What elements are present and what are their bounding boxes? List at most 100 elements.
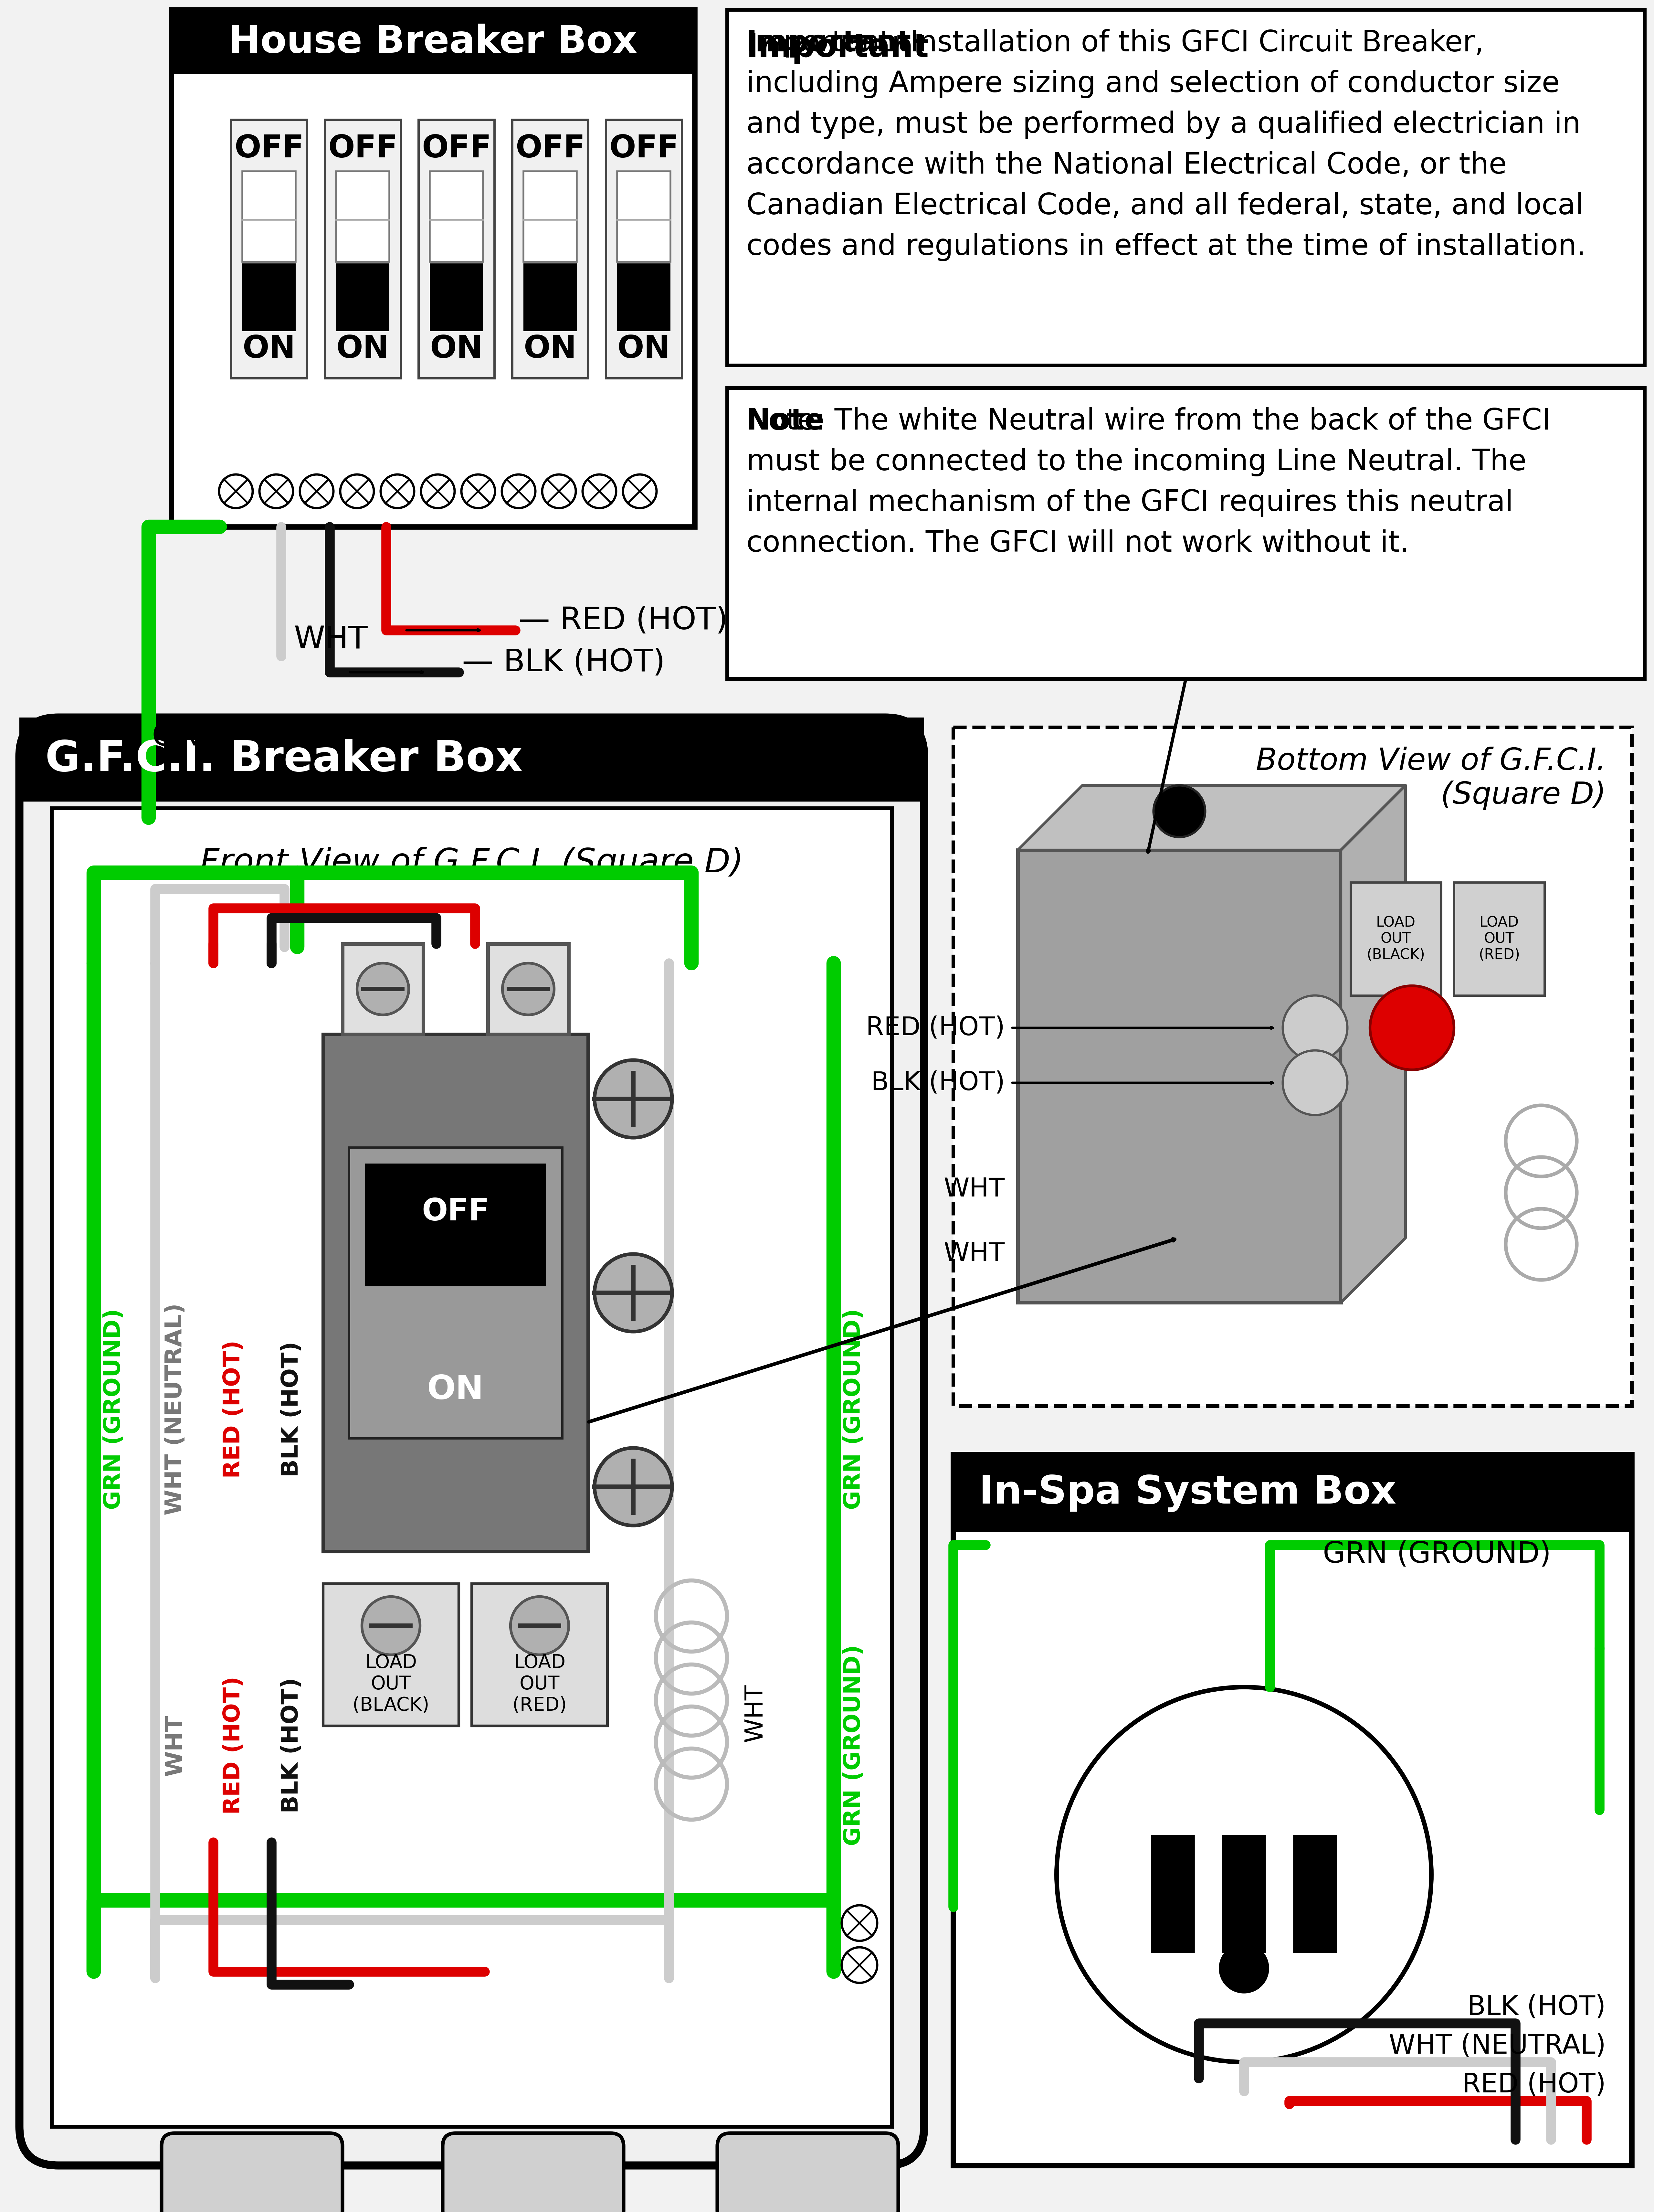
Text: OFF: OFF bbox=[422, 1197, 490, 1228]
Circle shape bbox=[503, 962, 554, 1015]
Circle shape bbox=[299, 473, 334, 509]
Text: RED (HOT): RED (HOT) bbox=[867, 1015, 1006, 1040]
Circle shape bbox=[357, 962, 409, 1015]
FancyBboxPatch shape bbox=[243, 170, 296, 261]
Text: WHT: WHT bbox=[294, 626, 367, 655]
Text: LOAD
OUT
(BLACK): LOAD OUT (BLACK) bbox=[1366, 916, 1426, 962]
FancyBboxPatch shape bbox=[471, 1584, 607, 1725]
FancyBboxPatch shape bbox=[20, 717, 925, 2166]
Text: In-Spa System Box: In-Spa System Box bbox=[979, 1473, 1396, 1513]
Text: OFF: OFF bbox=[516, 133, 586, 164]
FancyBboxPatch shape bbox=[617, 263, 670, 332]
Text: — BLK (HOT): — BLK (HOT) bbox=[461, 648, 665, 677]
Circle shape bbox=[594, 1449, 672, 1526]
FancyBboxPatch shape bbox=[523, 170, 577, 261]
FancyBboxPatch shape bbox=[336, 263, 389, 332]
FancyBboxPatch shape bbox=[617, 170, 670, 261]
FancyBboxPatch shape bbox=[162, 2132, 342, 2212]
Text: ON: ON bbox=[243, 334, 296, 365]
FancyBboxPatch shape bbox=[324, 119, 400, 378]
Text: ON: ON bbox=[427, 1374, 485, 1407]
Text: Note: Note bbox=[746, 407, 825, 436]
FancyBboxPatch shape bbox=[1222, 1836, 1265, 1953]
Text: LOAD
OUT
(RED): LOAD OUT (RED) bbox=[513, 1652, 567, 1714]
FancyBboxPatch shape bbox=[605, 119, 681, 378]
Text: GRN (GROUND): GRN (GROUND) bbox=[842, 1310, 865, 1511]
FancyBboxPatch shape bbox=[728, 9, 1644, 365]
Text: ON: ON bbox=[524, 334, 577, 365]
Text: LOAD
OUT
(BLACK): LOAD OUT (BLACK) bbox=[352, 1652, 430, 1714]
Circle shape bbox=[543, 473, 576, 509]
FancyBboxPatch shape bbox=[1151, 1836, 1194, 1953]
FancyBboxPatch shape bbox=[513, 119, 589, 378]
FancyBboxPatch shape bbox=[349, 1148, 562, 1438]
Text: GRN (GROUND): GRN (GROUND) bbox=[842, 1646, 865, 1845]
Text: Note: The white Neutral wire from the back of the GFCI
must be connected to the : Note: The white Neutral wire from the ba… bbox=[746, 407, 1550, 557]
Text: OFF: OFF bbox=[235, 133, 304, 164]
Circle shape bbox=[1153, 785, 1206, 836]
Polygon shape bbox=[1341, 785, 1406, 1303]
Text: Front View of G.F.C.I. (Square D): Front View of G.F.C.I. (Square D) bbox=[200, 847, 743, 878]
Circle shape bbox=[260, 473, 293, 509]
FancyBboxPatch shape bbox=[953, 1455, 1632, 2166]
FancyBboxPatch shape bbox=[243, 263, 296, 332]
Circle shape bbox=[362, 1597, 420, 1655]
Circle shape bbox=[594, 1060, 672, 1137]
Polygon shape bbox=[1017, 785, 1406, 849]
Text: House Breaker Box: House Breaker Box bbox=[228, 24, 637, 60]
Text: GRN: GRN bbox=[152, 721, 222, 752]
Text: RED (HOT): RED (HOT) bbox=[1462, 2073, 1606, 2097]
Text: GRN (GROUND): GRN (GROUND) bbox=[1323, 1540, 1551, 1568]
Circle shape bbox=[380, 473, 413, 509]
FancyBboxPatch shape bbox=[232, 119, 308, 378]
Circle shape bbox=[501, 473, 536, 509]
FancyBboxPatch shape bbox=[51, 807, 892, 2126]
Text: OFF: OFF bbox=[422, 133, 491, 164]
FancyBboxPatch shape bbox=[728, 387, 1644, 679]
Text: G.F.C.I. Breaker Box: G.F.C.I. Breaker Box bbox=[45, 739, 523, 781]
Circle shape bbox=[341, 473, 374, 509]
Text: WHT (NEUTRAL): WHT (NEUTRAL) bbox=[1389, 2033, 1606, 2059]
Text: Important: Important bbox=[746, 33, 930, 64]
Text: GRN (GROUND): GRN (GROUND) bbox=[103, 1310, 126, 1511]
Circle shape bbox=[511, 1597, 569, 1655]
Text: ON: ON bbox=[617, 334, 670, 365]
Text: Bottom View of G.F.C.I.
(Square D): Bottom View of G.F.C.I. (Square D) bbox=[1255, 748, 1606, 810]
Text: WHT: WHT bbox=[944, 1177, 1006, 1201]
FancyBboxPatch shape bbox=[953, 1455, 1632, 1533]
Text: Important: Installation of this GFCI Circuit Breaker,
including Ampere sizing an: Important: Installation of this GFCI Cir… bbox=[746, 29, 1586, 261]
FancyBboxPatch shape bbox=[1293, 1836, 1336, 1953]
FancyBboxPatch shape bbox=[323, 1584, 458, 1725]
Circle shape bbox=[594, 1254, 672, 1332]
Text: — RED (HOT): — RED (HOT) bbox=[519, 606, 728, 635]
Circle shape bbox=[1370, 987, 1454, 1071]
Text: WHT (NEUTRAL): WHT (NEUTRAL) bbox=[164, 1303, 187, 1515]
Text: ON: ON bbox=[336, 334, 389, 365]
FancyBboxPatch shape bbox=[1454, 883, 1545, 995]
Text: WHT: WHT bbox=[164, 1714, 187, 1776]
Text: BLK (HOT): BLK (HOT) bbox=[281, 1677, 303, 1814]
Circle shape bbox=[461, 473, 495, 509]
Text: BLK (HOT): BLK (HOT) bbox=[281, 1340, 303, 1478]
Text: OFF: OFF bbox=[327, 133, 397, 164]
FancyBboxPatch shape bbox=[1351, 883, 1441, 995]
Circle shape bbox=[624, 473, 657, 509]
Text: BLK (HOT): BLK (HOT) bbox=[872, 1071, 1006, 1095]
Text: WHT: WHT bbox=[743, 1683, 767, 1743]
Circle shape bbox=[582, 473, 617, 509]
FancyBboxPatch shape bbox=[430, 170, 483, 261]
Text: RED (HOT): RED (HOT) bbox=[222, 1340, 245, 1478]
Circle shape bbox=[1284, 995, 1348, 1060]
FancyBboxPatch shape bbox=[366, 1164, 546, 1287]
FancyBboxPatch shape bbox=[430, 263, 483, 332]
Circle shape bbox=[1284, 1051, 1348, 1115]
Circle shape bbox=[1057, 1688, 1431, 2062]
FancyBboxPatch shape bbox=[443, 2132, 624, 2212]
FancyBboxPatch shape bbox=[523, 263, 577, 332]
Circle shape bbox=[422, 473, 455, 509]
FancyBboxPatch shape bbox=[20, 717, 925, 801]
Text: LOAD
OUT
(RED): LOAD OUT (RED) bbox=[1479, 916, 1520, 962]
Text: RED (HOT): RED (HOT) bbox=[222, 1677, 245, 1814]
Text: OFF: OFF bbox=[609, 133, 678, 164]
FancyBboxPatch shape bbox=[488, 945, 569, 1035]
